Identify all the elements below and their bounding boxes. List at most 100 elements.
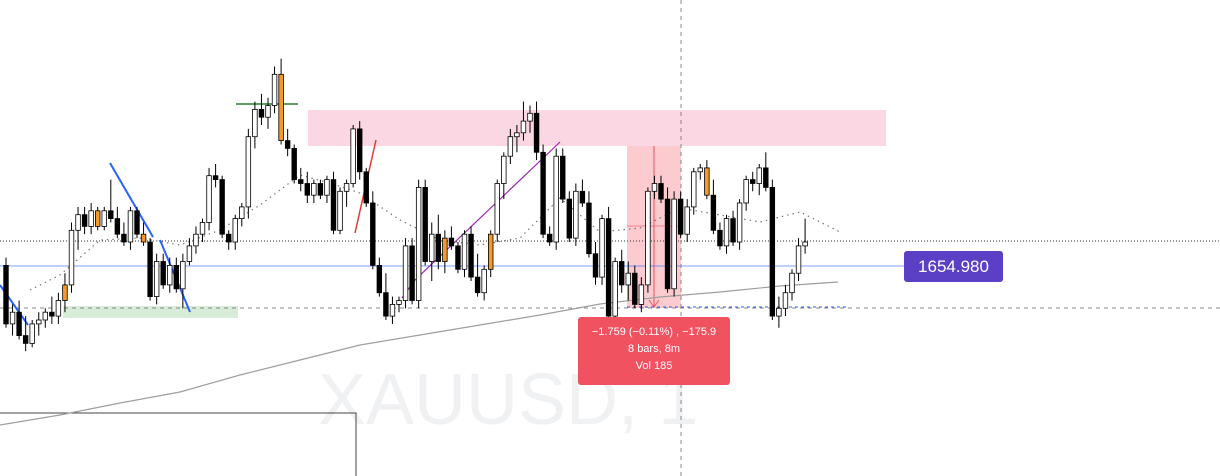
- candle-body: [363, 171, 369, 204]
- candle-body: [304, 183, 310, 196]
- resistance-zone: [308, 110, 886, 146]
- candle-body: [769, 186, 776, 317]
- candle-body: [199, 222, 206, 235]
- candle-body: [579, 190, 586, 204]
- candle-body: [330, 179, 337, 231]
- candle-body: [356, 128, 363, 173]
- candle-body: [324, 179, 330, 196]
- candle-body: [664, 198, 671, 290]
- candle-body: [88, 210, 94, 227]
- candle-body: [219, 179, 225, 235]
- candle-body: [265, 105, 271, 118]
- candle-body: [723, 218, 730, 247]
- candle-body: [258, 109, 265, 118]
- candle-body: [658, 183, 664, 200]
- candle-body: [599, 218, 605, 278]
- candle-body: [802, 241, 808, 247]
- candle-body: [697, 167, 703, 173]
- candle-body: [684, 206, 690, 235]
- candle-body: [101, 210, 107, 227]
- candle-body: [9, 311, 16, 325]
- candle-body: [402, 245, 409, 301]
- candle-body: [776, 307, 782, 317]
- candle-body: [81, 214, 88, 227]
- candle-body: [507, 136, 514, 157]
- candle-body: [756, 167, 762, 184]
- candle-body: [284, 140, 291, 149]
- candle-body: [343, 183, 350, 192]
- candle-body: [376, 264, 383, 294]
- candle-body: [36, 319, 42, 325]
- candle-body: [533, 112, 540, 153]
- candle-body: [638, 284, 645, 305]
- candle-body: [167, 264, 173, 286]
- candle-body: [736, 202, 743, 243]
- candle-body: [140, 233, 147, 243]
- candle-body: [455, 245, 461, 270]
- candle-body: [108, 210, 114, 220]
- candle-body: [370, 202, 376, 266]
- support-zone: [63, 306, 238, 318]
- candle-body: [180, 261, 186, 290]
- candle-body: [3, 264, 9, 325]
- candle-body: [239, 206, 245, 219]
- candle-body: [553, 155, 559, 243]
- candle-body: [448, 237, 455, 247]
- candle-body: [62, 284, 68, 301]
- candle-body: [540, 151, 546, 235]
- candle-body: [704, 167, 710, 196]
- candle-body: [245, 136, 252, 208]
- candle-body: [573, 190, 579, 239]
- candle-body: [461, 233, 468, 270]
- candle-body: [212, 175, 219, 180]
- candle-body: [42, 311, 48, 321]
- candle-body: [350, 128, 356, 184]
- candle-body: [75, 214, 81, 231]
- candle-body: [429, 233, 435, 262]
- candle-body: [383, 292, 389, 317]
- candle-body: [49, 311, 55, 317]
- candle-body: [193, 233, 199, 247]
- candle-body: [782, 292, 789, 309]
- candle-body: [29, 323, 35, 344]
- candle-body: [625, 272, 631, 286]
- candle-body: [134, 210, 140, 235]
- candle-body: [409, 245, 415, 301]
- candle-body: [160, 261, 166, 286]
- candle-body: [337, 190, 343, 231]
- sub-pane-box: [0, 412, 357, 476]
- candle-body: [278, 73, 284, 142]
- candle-body: [415, 186, 422, 301]
- candle-body: [487, 233, 494, 270]
- measure-change-text: −1.759 (−0.11%) , −175.9: [591, 326, 717, 338]
- candle-body: [16, 311, 22, 337]
- candle-body: [730, 218, 736, 243]
- candle-body: [520, 120, 527, 134]
- candle-body: [291, 147, 297, 180]
- candle-body: [474, 276, 481, 294]
- candle-body: [592, 253, 599, 278]
- candle-body: [153, 261, 160, 297]
- candle-body: [645, 190, 651, 286]
- candle-body: [546, 233, 553, 243]
- candle-body: [651, 183, 658, 192]
- candle-body: [121, 233, 127, 243]
- candle-body: [481, 268, 487, 294]
- candle-body: [186, 245, 193, 262]
- candle-body: [527, 112, 533, 122]
- candle-body: [494, 183, 500, 235]
- candle-body: [22, 335, 29, 344]
- candle-body: [750, 179, 756, 184]
- current-price-tag: 1654.980: [904, 251, 1003, 282]
- moving-average-line: [0, 281, 839, 426]
- candle-body: [710, 194, 717, 231]
- candle-body: [691, 171, 697, 208]
- candle-body: [396, 300, 402, 305]
- measure-volume-text: Vol 185: [635, 360, 673, 372]
- candle-body: [743, 179, 749, 204]
- candle-body: [632, 272, 638, 305]
- candle-body: [789, 272, 795, 294]
- candle-body: [68, 229, 75, 286]
- candle-body: [422, 186, 428, 262]
